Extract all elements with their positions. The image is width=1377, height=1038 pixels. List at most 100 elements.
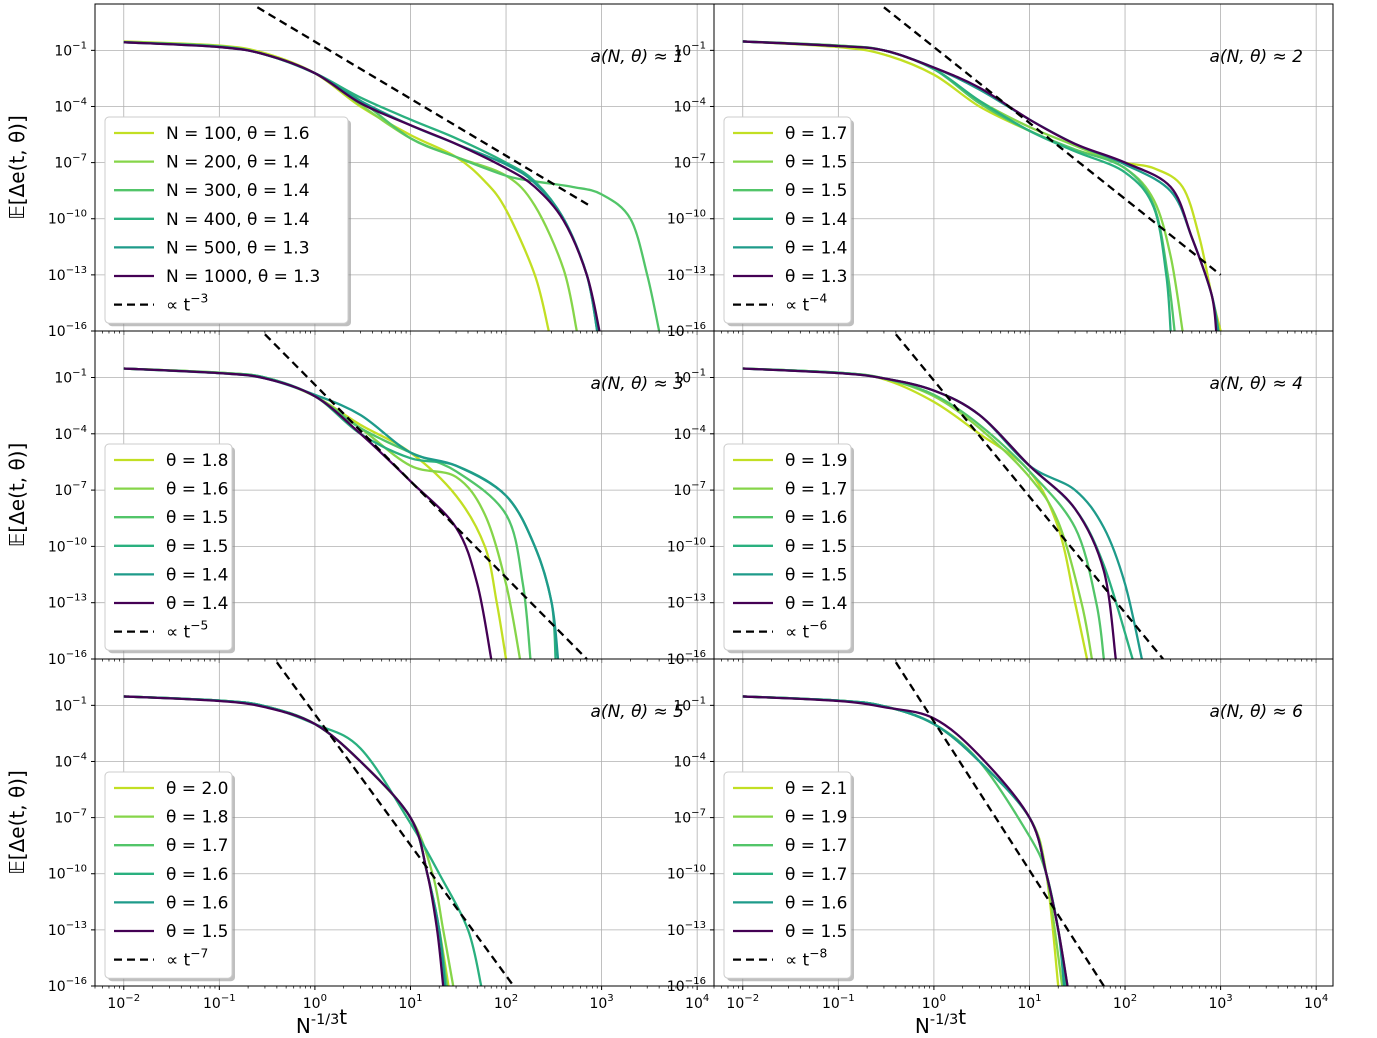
y-axis-label: 𝔼[Δe(t, θ)] xyxy=(5,443,29,548)
y-tick-label: 10−7 xyxy=(673,480,706,499)
reference-line xyxy=(894,333,1164,659)
x-axis-label: N-1/3t xyxy=(296,1005,347,1038)
legend-box xyxy=(723,443,852,651)
legend-label: θ = 1.5 xyxy=(785,565,848,585)
panel-annotation: a(N, θ) ≈ 4 xyxy=(1210,374,1303,394)
legend-label: N = 300, θ = 1.4 xyxy=(166,181,310,201)
x-tick-label: 100 xyxy=(303,993,327,1012)
series-group xyxy=(742,661,1105,986)
y-tick-label: 10−10 xyxy=(48,864,87,883)
legend-label: θ = 1.9 xyxy=(785,451,848,471)
y-tick-label: 10−7 xyxy=(673,153,706,172)
legend-label: θ = 1.4 xyxy=(785,238,848,258)
y-tick-label: 10−13 xyxy=(667,265,706,284)
y-tick-label: 10−7 xyxy=(54,808,87,827)
series-line-6 xyxy=(742,695,1069,986)
x-tick-label: 104 xyxy=(685,993,709,1012)
legend-label: N = 100, θ = 1.6 xyxy=(166,124,310,144)
legend-label: N = 400, θ = 1.4 xyxy=(166,210,310,230)
legend-label: θ = 1.4 xyxy=(166,594,229,614)
legend-label: θ = 1.7 xyxy=(166,836,229,856)
series-line-6 xyxy=(742,40,1218,331)
legend-label: θ = 1.6 xyxy=(785,893,848,913)
legend-label: N = 200, θ = 1.4 xyxy=(166,153,310,173)
legend-label: θ = 1.5 xyxy=(166,508,229,528)
panel-annotation: a(N, θ) ≈ 6 xyxy=(1210,702,1304,722)
legend-label: θ = 1.6 xyxy=(785,508,848,528)
y-tick-label: 10−16 xyxy=(48,976,87,995)
y-tick-label: 10−16 xyxy=(667,649,706,668)
panel-annotation: a(N, θ) ≈ 5 xyxy=(591,702,684,722)
legend-label: ∝ t−3 xyxy=(166,292,208,316)
y-tick-label: 10−10 xyxy=(48,536,87,555)
legend-box xyxy=(723,116,852,324)
chart-panel-2: 10−16 10−13 10−10 10−7 10−4 10−1 a(N, θ) ≈ 2 θ … xyxy=(667,3,1334,340)
x-tick-label: 100 xyxy=(922,993,946,1012)
y-tick-label: 10−13 xyxy=(48,265,87,284)
y-tick-label: 10−4 xyxy=(673,424,706,443)
legend-label: θ = 1.8 xyxy=(166,808,229,828)
y-tick-label: 10−4 xyxy=(54,424,87,443)
reference-line xyxy=(275,661,515,986)
reference-line xyxy=(883,6,1222,276)
y-tick-label: 10−4 xyxy=(54,751,87,770)
x-tick-label: 10−2 xyxy=(726,993,759,1012)
y-tick-label: 10−4 xyxy=(673,96,706,115)
panel-annotation: a(N, θ) ≈ 3 xyxy=(591,374,684,394)
y-tick-label: 10−4 xyxy=(54,96,87,115)
legend-label: θ = 1.5 xyxy=(785,181,848,201)
legend-label: θ = 1.7 xyxy=(785,124,848,144)
y-tick-label: 10−13 xyxy=(48,920,87,939)
series-group xyxy=(742,333,1164,659)
legend-label: ∝ t−4 xyxy=(785,292,827,316)
x-tick-label: 10−2 xyxy=(107,993,140,1012)
y-tick-label: 10−13 xyxy=(667,593,706,612)
chart-panel-6: 10−16 10−13 10−10 10−7 10−4 10−1 10−2 10−1 100 10… xyxy=(667,658,1334,1012)
legend-label: θ = 1.5 xyxy=(785,922,848,942)
legend-label: θ = 1.4 xyxy=(785,210,848,230)
legend-label: θ = 1.4 xyxy=(166,565,229,585)
y-tick-label: 10−10 xyxy=(667,536,706,555)
legend-label: θ = 1.6 xyxy=(166,893,229,913)
legend-label: θ = 1.6 xyxy=(166,865,229,885)
x-tick-label: 103 xyxy=(1208,993,1232,1012)
chart-panel-1: 10−16 10−13 10−10 10−7 10−4 10−1 a(N, θ) ≈ 1 N … xyxy=(48,3,715,340)
y-tick-label: 10−10 xyxy=(667,209,706,228)
y-tick-label: 10−1 xyxy=(54,367,87,386)
y-tick-label: 10−13 xyxy=(667,920,706,939)
x-tick-label: 10−1 xyxy=(822,993,855,1012)
series-group xyxy=(123,333,588,659)
legend-box xyxy=(104,443,233,651)
legend-label: θ = 1.9 xyxy=(785,808,848,828)
x-tick-label: 102 xyxy=(1113,993,1137,1012)
legend-label: θ = 1.5 xyxy=(785,153,848,173)
legend-box xyxy=(104,771,233,979)
legend-label: N = 500, θ = 1.3 xyxy=(166,238,310,258)
y-tick-label: 10−16 xyxy=(48,321,87,340)
legend-box xyxy=(723,771,852,979)
series-line-6 xyxy=(123,367,493,659)
legend-label: ∝ t−8 xyxy=(785,947,827,971)
x-tick-label: 102 xyxy=(494,993,518,1012)
legend-label: ∝ t−6 xyxy=(785,619,827,643)
y-tick-label: 10−1 xyxy=(54,695,87,714)
y-tick-label: 10−7 xyxy=(673,808,706,827)
y-axis-label: 𝔼[Δe(t, θ)] xyxy=(5,115,29,220)
y-tick-label: 10−16 xyxy=(48,649,87,668)
legend-label: θ = 1.8 xyxy=(166,451,229,471)
x-tick-label: 10−1 xyxy=(203,993,236,1012)
legend-label: θ = 1.7 xyxy=(785,865,848,885)
y-tick-label: 10−1 xyxy=(54,40,87,59)
y-tick-label: 10−10 xyxy=(48,209,87,228)
legend-label: ∝ t−7 xyxy=(166,947,208,971)
series-group xyxy=(123,661,515,986)
x-tick-label: 101 xyxy=(1017,993,1041,1012)
panel-annotation: a(N, θ) ≈ 1 xyxy=(591,47,684,67)
x-tick-label: 104 xyxy=(1304,993,1328,1012)
chart-panel-5: 10−16 10−13 10−10 10−7 10−4 10−1 10−2 10−1 100 10… xyxy=(48,658,715,1012)
legend-label: ∝ t−5 xyxy=(166,619,208,643)
y-tick-label: 10−1 xyxy=(673,695,706,714)
y-tick-label: 10−16 xyxy=(667,321,706,340)
chart-panel-4: 10−16 10−13 10−10 10−7 10−4 10−1 a(N, θ) ≈ 4 θ … xyxy=(667,330,1334,668)
